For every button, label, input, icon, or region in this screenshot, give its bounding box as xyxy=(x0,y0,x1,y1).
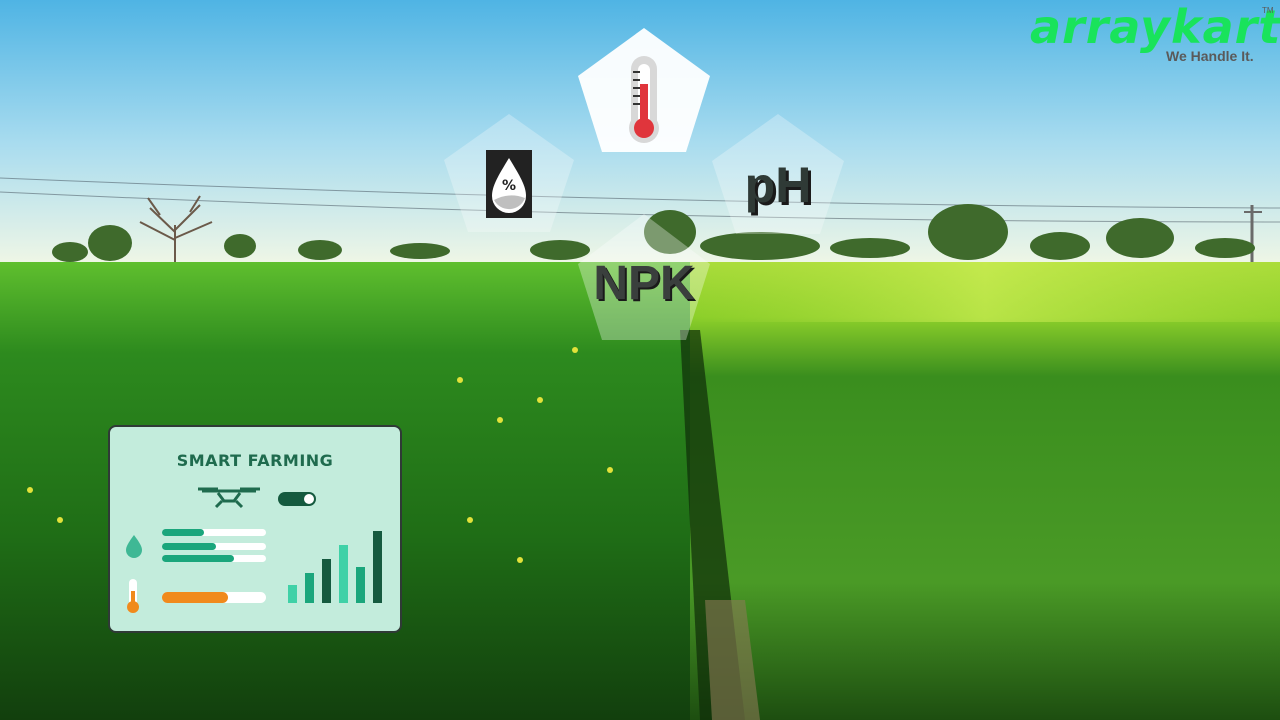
smart-farming-card: SMART FARMING xyxy=(108,425,402,633)
temperature-level-bar xyxy=(162,592,266,603)
card-title: SMART FARMING xyxy=(176,451,334,470)
thermometer-icon xyxy=(127,579,139,613)
drone-icon xyxy=(198,487,260,509)
temperature-sensor-pentagon xyxy=(578,28,710,152)
moisture-sensor-pentagon: % xyxy=(444,114,574,232)
water-drop-icon xyxy=(126,535,142,558)
ph-label: pH xyxy=(744,157,812,213)
ph-sensor-pentagon xyxy=(712,114,844,234)
brand-logo: arraykart We Handle It. TM xyxy=(1030,0,1280,68)
water-level-bars xyxy=(162,529,266,562)
npk-label: NPK xyxy=(593,257,695,310)
humidity-percent-icon: % xyxy=(486,150,532,218)
brand-name: arraykart xyxy=(1030,0,1280,54)
npk-sensor-pentagon xyxy=(578,214,710,340)
bar-chart-icon xyxy=(288,531,382,603)
thermometer-icon xyxy=(629,56,659,143)
trademark-mark: TM xyxy=(1262,6,1274,15)
brand-tagline: We Handle It. xyxy=(1166,48,1254,64)
toggle-switch-icon xyxy=(278,492,316,506)
svg-text:%: % xyxy=(502,178,516,194)
